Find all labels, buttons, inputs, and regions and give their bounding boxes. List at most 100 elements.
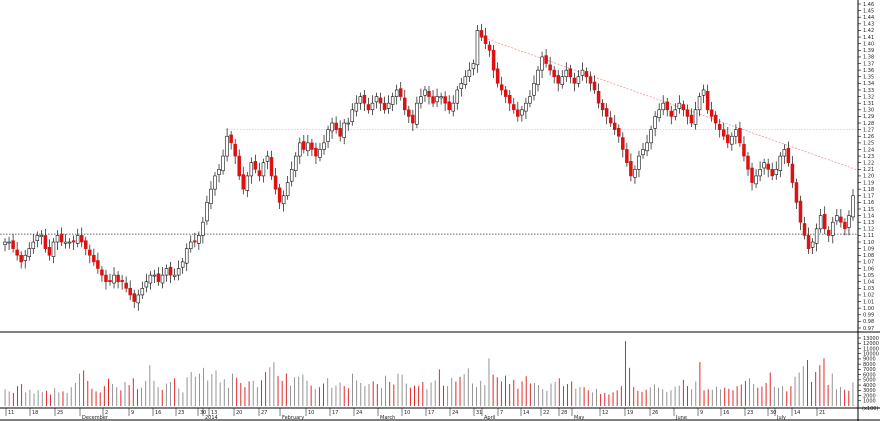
price-tick-label: 1.06 xyxy=(863,266,874,272)
price-tick-label: 1.34 xyxy=(863,81,874,87)
candle-body xyxy=(205,202,209,222)
candle-body xyxy=(265,155,270,162)
candle-body xyxy=(229,134,233,144)
candle-body xyxy=(189,241,193,249)
candle-body xyxy=(463,76,468,85)
candle-body xyxy=(184,248,189,264)
date-tick-label: 2014 xyxy=(205,415,218,421)
candle-body xyxy=(156,273,161,283)
date-tick-label: 10 xyxy=(404,410,410,416)
candle-body xyxy=(100,269,104,276)
candle-body xyxy=(407,109,411,117)
candle-body xyxy=(245,175,250,191)
volume-scale-label: (x100) xyxy=(862,406,878,412)
candle-body xyxy=(701,89,706,96)
candle-body xyxy=(11,240,15,249)
candle-body xyxy=(124,282,128,289)
candle-body xyxy=(520,109,524,116)
date-tick-label: July xyxy=(776,415,786,421)
price-tick-label: 1.10 xyxy=(863,240,874,246)
candle-body xyxy=(172,274,177,277)
candle-body xyxy=(176,268,181,276)
candle-body xyxy=(596,90,601,104)
candle-body xyxy=(160,274,165,284)
date-tick-label: 9 xyxy=(700,410,703,416)
candle-body xyxy=(35,235,40,242)
candle-body xyxy=(487,44,492,51)
candle-body xyxy=(217,169,221,175)
candle-body xyxy=(455,89,460,104)
candle-body xyxy=(758,169,762,177)
candle-body xyxy=(778,155,783,171)
date-tick-label: 22 xyxy=(543,410,549,416)
candle-body xyxy=(592,81,597,91)
candle-body xyxy=(257,170,262,177)
candle-body xyxy=(213,175,217,190)
candle-body xyxy=(847,215,851,228)
candle-body xyxy=(814,228,819,244)
candle-body xyxy=(843,221,847,230)
volume-tick-label: 1000 xyxy=(863,399,876,405)
candle-body xyxy=(798,200,803,223)
candle-body xyxy=(116,274,120,283)
candle-body xyxy=(794,182,799,203)
volume-tick-label: 7000 xyxy=(863,367,876,373)
volume-tick-label: 5000 xyxy=(863,378,876,384)
candle-body xyxy=(3,241,7,245)
candle-body xyxy=(532,83,536,96)
candle-body xyxy=(560,76,565,85)
price-tick-label: 1.27 xyxy=(863,127,874,133)
date-tick-label: 28 xyxy=(561,410,567,416)
candle-body xyxy=(201,221,205,236)
candle-body xyxy=(197,235,201,244)
date-tick-label: 23 xyxy=(747,410,753,416)
candle-body xyxy=(669,110,674,117)
price-tick-label: 1.40 xyxy=(863,41,874,47)
price-tick-label: 1.04 xyxy=(863,280,874,286)
price-tick-label: 1.46 xyxy=(863,2,874,8)
price-tick-label: 0.97 xyxy=(863,326,874,332)
price-tick-label: 1.03 xyxy=(863,286,874,292)
date-tick-label: 16 xyxy=(723,410,729,416)
price-tick-label: 1.42 xyxy=(863,28,874,34)
candle-body xyxy=(588,76,593,84)
candle-body xyxy=(709,109,714,117)
candle-body xyxy=(277,187,282,203)
date-tick-label: 14 xyxy=(794,410,800,416)
date-tick-label: 7 xyxy=(500,410,503,416)
candle-body xyxy=(568,68,573,78)
candle-body xyxy=(59,233,64,243)
candle-body xyxy=(221,155,225,171)
candle-body xyxy=(641,149,645,156)
candle-body xyxy=(108,280,112,283)
candle-body xyxy=(835,215,839,222)
price-tick-label: 1.00 xyxy=(863,306,874,312)
candle-body xyxy=(556,75,560,84)
candle-body xyxy=(39,235,44,238)
price-tick-label: 1.38 xyxy=(863,55,874,61)
candle-body xyxy=(637,155,641,170)
price-tick-label: 1.20 xyxy=(863,174,874,180)
candle-body xyxy=(479,30,484,38)
candle-body xyxy=(209,188,213,204)
price-tick-label: 1.43 xyxy=(863,22,874,28)
candle-body xyxy=(120,280,124,283)
candle-body xyxy=(326,129,330,142)
candle-body xyxy=(633,169,637,178)
candle-body xyxy=(370,102,375,111)
candle-body xyxy=(423,89,427,96)
price-tick-label: 1.05 xyxy=(863,273,874,279)
date-tick-label: 18 xyxy=(32,410,38,416)
price-tick-label: 1.15 xyxy=(863,207,874,213)
date-tick-label: 26 xyxy=(652,410,658,416)
candle-body xyxy=(822,213,827,230)
candle-body xyxy=(536,69,540,85)
candle-body xyxy=(75,235,80,244)
price-tick-label: 1.26 xyxy=(863,134,874,140)
volume-tick-label: 10000 xyxy=(863,351,879,357)
candle-body xyxy=(738,128,742,144)
candle-body xyxy=(322,142,326,150)
